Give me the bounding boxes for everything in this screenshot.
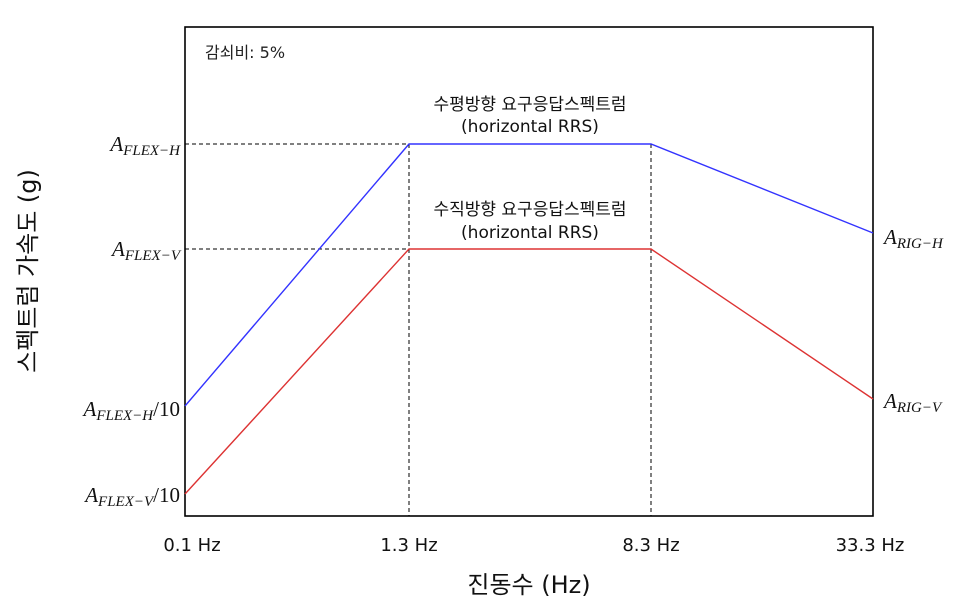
end-label-rig-v: ARIG−V xyxy=(882,389,943,416)
series-label-vertical-line1: 수직방향 요구응답스펙트럼 xyxy=(433,200,626,220)
x-tick-label-1: 1.3 Hz xyxy=(380,535,437,556)
series-line-vertical xyxy=(184,248,874,495)
series-label-horizontal-line2: (horizontal RRS) xyxy=(461,117,599,137)
y-axis-title: 스펙트럼 가속도 (g) xyxy=(14,169,42,373)
x-tick-label-3: 33.3 Hz xyxy=(836,535,905,556)
y-tick-label-flex-v: AFLEX−V xyxy=(110,237,182,264)
x-tick-label-0: 0.1 Hz xyxy=(163,535,220,556)
damping-note: 감쇠비: 5% xyxy=(205,43,285,62)
y-tick-label-flex-v-10: AFLEX−V/10 xyxy=(83,483,180,510)
x-tick-label-2: 8.3 Hz xyxy=(622,535,679,556)
x-axis-title: 진동수 (Hz) xyxy=(467,571,590,599)
end-label-rig-h: ARIG−H xyxy=(882,225,944,252)
y-tick-label-flex-h-10: AFLEX−H/10 xyxy=(82,397,180,424)
guide-lines xyxy=(185,143,652,516)
series-line-horizontal xyxy=(184,143,874,407)
series-label-vertical-line2: (horizontal RRS) xyxy=(461,223,599,243)
series-label-horizontal-line1: 수평방향 요구응답스펙트럼 xyxy=(433,95,626,115)
y-tick-label-flex-h: AFLEX−H xyxy=(108,132,181,159)
plot-area xyxy=(184,26,874,517)
